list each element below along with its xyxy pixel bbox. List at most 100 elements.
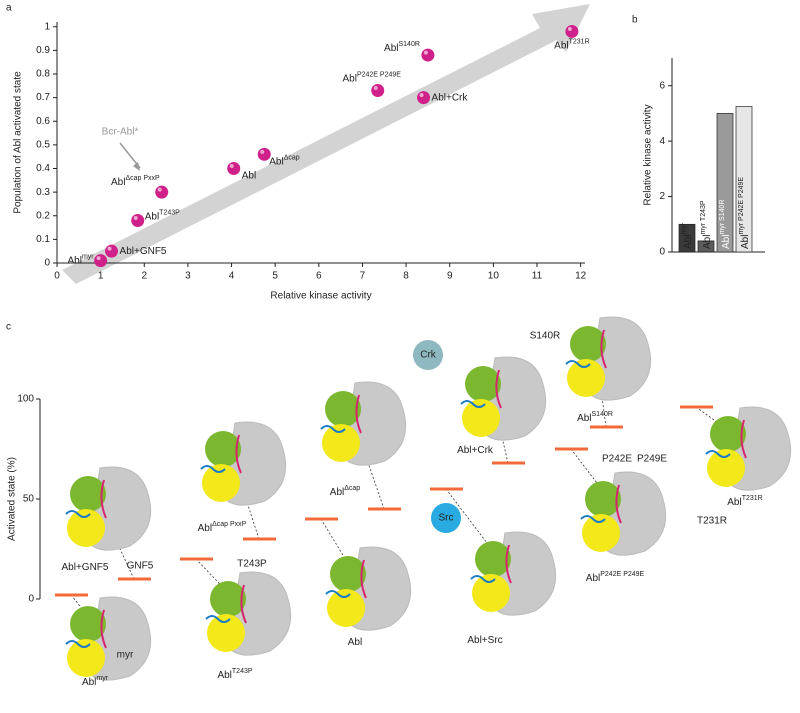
label-base: Abl — [683, 235, 694, 249]
structure-tail — [65, 510, 91, 518]
label-base: Abl — [82, 677, 96, 688]
point-highlight — [373, 86, 378, 91]
y-tick-label: 0.8 — [36, 69, 50, 80]
point — [94, 254, 108, 268]
label-base: Abl — [586, 573, 600, 584]
point — [421, 48, 435, 62]
label: Abl+Crk — [457, 445, 494, 456]
crk-bubble — [413, 340, 443, 370]
structure-green — [570, 326, 606, 362]
label-base: Abl — [68, 255, 82, 266]
trend-arrow — [62, 4, 590, 284]
x-tick-label: 11 — [532, 271, 543, 282]
annotation: P242E — [602, 454, 632, 465]
y-tick-label: 2 — [659, 191, 665, 202]
label-sup: myr T243P — [700, 200, 707, 234]
label: Abl+Src — [467, 635, 502, 646]
annotation: S140R — [530, 331, 561, 342]
x-tick-label: 5 — [272, 271, 278, 282]
y-tick-label: 0.6 — [36, 116, 50, 127]
label-sup: T231R — [742, 495, 763, 502]
structure-yellow — [472, 574, 510, 612]
x-tick-label: 0 — [54, 271, 60, 282]
structure-green — [325, 391, 361, 427]
label-base: Abl+Src — [467, 635, 502, 646]
y-tick-label: 50 — [23, 494, 35, 505]
label-sup: Δcap PxxP — [212, 521, 247, 528]
structure-yellow — [327, 589, 365, 627]
label-sup: Δcap — [344, 485, 360, 492]
label: AblT243P — [217, 668, 252, 681]
x-tick-label: 3 — [185, 271, 191, 282]
label-sup: myr S140R — [719, 200, 726, 235]
y-tick-label: 100 — [17, 394, 34, 405]
label-base: Abl — [702, 235, 713, 249]
label-sup: myr P242E P249E — [738, 177, 745, 235]
label-sup: myr — [82, 253, 94, 260]
label: Ablmyr — [82, 675, 109, 688]
point — [105, 244, 119, 258]
label-base: Abl — [384, 43, 398, 54]
y-tick-label: 0.4 — [36, 163, 50, 174]
x-tick-label: 12 — [575, 271, 587, 282]
structure-green — [330, 556, 366, 592]
label-base: Abl — [343, 73, 357, 84]
structure-green — [585, 481, 621, 517]
y-tick-label: 4 — [659, 136, 665, 147]
structure-yellow — [202, 464, 240, 502]
structure-linker — [495, 369, 502, 409]
point — [227, 161, 241, 175]
structure-linker — [100, 609, 107, 649]
label: AblP242E P249E — [586, 571, 645, 584]
point — [371, 84, 385, 98]
y-tick-label: 0.9 — [36, 45, 50, 56]
label: Ablmyr T243P — [700, 200, 713, 249]
structure-linker — [100, 479, 107, 519]
label-sup: T243P — [159, 209, 180, 216]
structure-green — [210, 581, 246, 617]
label: Ablmyr — [681, 222, 694, 249]
y-tick-label: 6 — [659, 80, 665, 91]
bar — [697, 240, 715, 253]
connector — [445, 488, 501, 561]
label-sup: P242E P249E — [357, 71, 401, 78]
point — [131, 213, 145, 227]
x-tick-label: 1 — [98, 271, 104, 282]
y-tick-label: 0.2 — [36, 210, 50, 221]
point — [417, 91, 431, 105]
label-sup: T243P — [232, 668, 253, 675]
annotation-arrowhead — [133, 162, 140, 171]
point-highlight — [157, 187, 162, 192]
src-bubble — [431, 503, 461, 533]
structure-tail — [205, 615, 231, 623]
structure-linker — [505, 544, 512, 584]
y-tick-label: 0.7 — [36, 92, 50, 103]
label-base: Abl — [348, 637, 362, 648]
structure-tail — [705, 450, 731, 458]
label-sup: myr — [96, 675, 108, 682]
structure-green — [710, 416, 746, 452]
structure-tail — [325, 590, 351, 598]
label: AblΔcap PxxP — [198, 521, 247, 534]
panel-label: a — [6, 3, 12, 14]
point-highlight — [419, 93, 424, 98]
structure-green — [205, 431, 241, 467]
label-sup: T231R — [569, 38, 590, 45]
annotation: myr — [117, 650, 134, 661]
structure-green — [465, 366, 501, 402]
label-base: Abl — [111, 177, 125, 188]
label-base: Abl — [217, 670, 231, 681]
y-tick-label: 0 — [659, 247, 665, 258]
point-highlight — [423, 50, 428, 55]
label: AblS140R — [577, 411, 613, 424]
label: Abl — [348, 637, 362, 648]
point-highlight — [107, 246, 112, 251]
label: AblT231R — [554, 38, 589, 51]
annotation: P249E — [637, 454, 667, 465]
structure-tail — [580, 515, 606, 523]
x-tick-label: 9 — [447, 271, 453, 282]
y-tick-label: 0.1 — [36, 234, 50, 245]
y-tick-label: 0.3 — [36, 187, 50, 198]
structure-yellow — [67, 509, 105, 547]
